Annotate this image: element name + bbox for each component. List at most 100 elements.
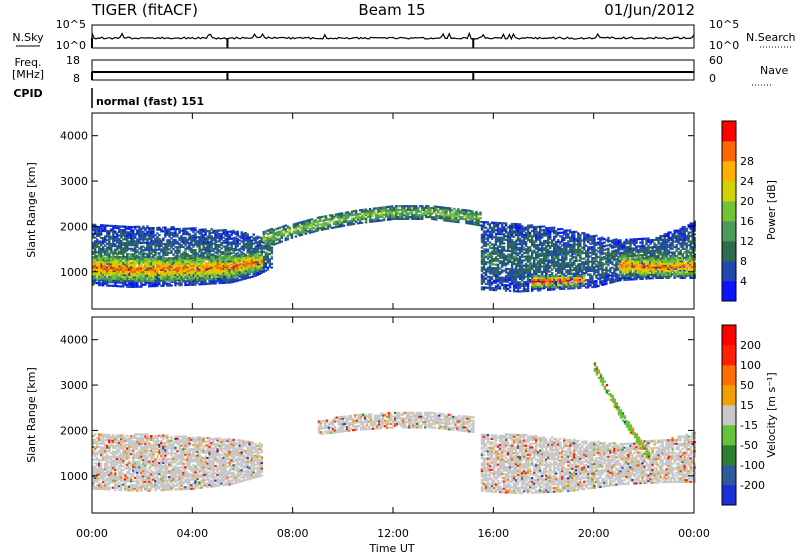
power-cell xyxy=(226,266,228,268)
power-cell xyxy=(214,260,216,262)
power-cell xyxy=(557,228,559,230)
power-cell xyxy=(166,228,168,230)
power-cell xyxy=(257,241,259,243)
power-cell xyxy=(194,227,196,229)
power-cell xyxy=(192,277,194,279)
power-cell xyxy=(529,246,531,248)
power-cell xyxy=(136,229,138,231)
power-cell xyxy=(196,231,198,233)
power-cell xyxy=(449,207,451,209)
power-cell xyxy=(489,241,491,243)
power-cell xyxy=(239,243,241,245)
power-cell xyxy=(497,260,499,262)
power-cell xyxy=(271,256,273,258)
radar-title: TIGER (fitACF) xyxy=(91,1,198,19)
power-cell xyxy=(497,224,499,226)
power-cell xyxy=(253,234,255,236)
power-cell xyxy=(527,286,529,288)
power-cell xyxy=(196,270,198,272)
power-cell xyxy=(527,246,529,248)
power-cell xyxy=(511,266,513,268)
power-cell xyxy=(527,274,529,276)
power-cell xyxy=(226,231,228,233)
power-cell xyxy=(257,236,259,238)
power-cell xyxy=(136,280,138,282)
date-label: 01/Jun/2012 xyxy=(604,1,695,19)
power-cell xyxy=(271,263,273,265)
power-cell xyxy=(377,209,379,211)
power-cell xyxy=(317,220,319,222)
power-cell xyxy=(124,256,126,258)
power-cell xyxy=(102,256,104,258)
power-cell xyxy=(212,256,214,258)
power-cell xyxy=(497,247,499,249)
power-cell xyxy=(525,241,527,243)
power-cell xyxy=(267,269,269,271)
power-cell xyxy=(106,225,108,227)
power-cell xyxy=(158,252,160,254)
power-cell xyxy=(100,233,102,235)
power-cell xyxy=(226,259,228,261)
power-cell xyxy=(152,227,154,229)
power-cell xyxy=(170,250,172,252)
power-cell xyxy=(136,269,138,271)
power-cell xyxy=(479,212,481,214)
power-cell xyxy=(196,236,198,238)
power-cell xyxy=(106,230,108,232)
power-cell xyxy=(557,239,559,241)
power-cell xyxy=(196,253,198,255)
power-cell xyxy=(226,247,228,249)
power-cell xyxy=(164,258,166,260)
power-cell xyxy=(329,224,331,226)
power-cell xyxy=(162,238,164,240)
power-cell xyxy=(186,279,188,281)
power-cell xyxy=(226,255,228,257)
power-cell xyxy=(497,222,499,224)
power-cell xyxy=(106,246,108,248)
power-cell xyxy=(497,237,499,239)
power-cell xyxy=(241,254,243,256)
power-cell xyxy=(196,257,198,259)
power-cell xyxy=(437,210,439,212)
power-cell xyxy=(106,272,108,274)
power-cell xyxy=(361,222,363,224)
power-cell xyxy=(269,260,271,262)
power-cell xyxy=(271,252,273,254)
power-cell xyxy=(551,272,553,274)
power-cell xyxy=(317,222,319,224)
power-cell xyxy=(437,215,439,217)
power-cell xyxy=(527,237,529,239)
power-cell xyxy=(261,268,263,270)
power-cell xyxy=(509,290,511,292)
power-cell xyxy=(485,274,487,276)
power-cell xyxy=(96,239,98,241)
power-cell xyxy=(557,245,559,247)
power-cell xyxy=(479,214,481,216)
power-cell xyxy=(180,282,182,284)
power-cell xyxy=(257,253,259,255)
power-cell xyxy=(104,228,106,230)
power-cell xyxy=(106,239,108,241)
power-cell xyxy=(196,259,198,261)
power-cell xyxy=(527,225,529,227)
power-cell xyxy=(503,242,505,244)
cpid-label: CPID xyxy=(13,87,42,100)
power-cell xyxy=(475,211,477,213)
power-cell xyxy=(247,233,249,235)
power-cell xyxy=(287,231,289,233)
power-cell xyxy=(231,268,233,270)
power-cell xyxy=(204,232,206,234)
power-cell xyxy=(281,241,283,243)
power-cell xyxy=(261,254,263,256)
power-cell xyxy=(505,222,507,224)
power-cell xyxy=(557,250,559,252)
cpid-text: normal (fast) 151 xyxy=(96,95,204,108)
power-cell xyxy=(166,271,168,273)
nave-tick-bottom: 0 xyxy=(709,72,716,85)
power-cell xyxy=(527,265,529,267)
power-cell xyxy=(551,269,553,271)
power-cell xyxy=(196,272,198,274)
power-cell xyxy=(106,256,108,258)
power-cell xyxy=(467,210,469,212)
